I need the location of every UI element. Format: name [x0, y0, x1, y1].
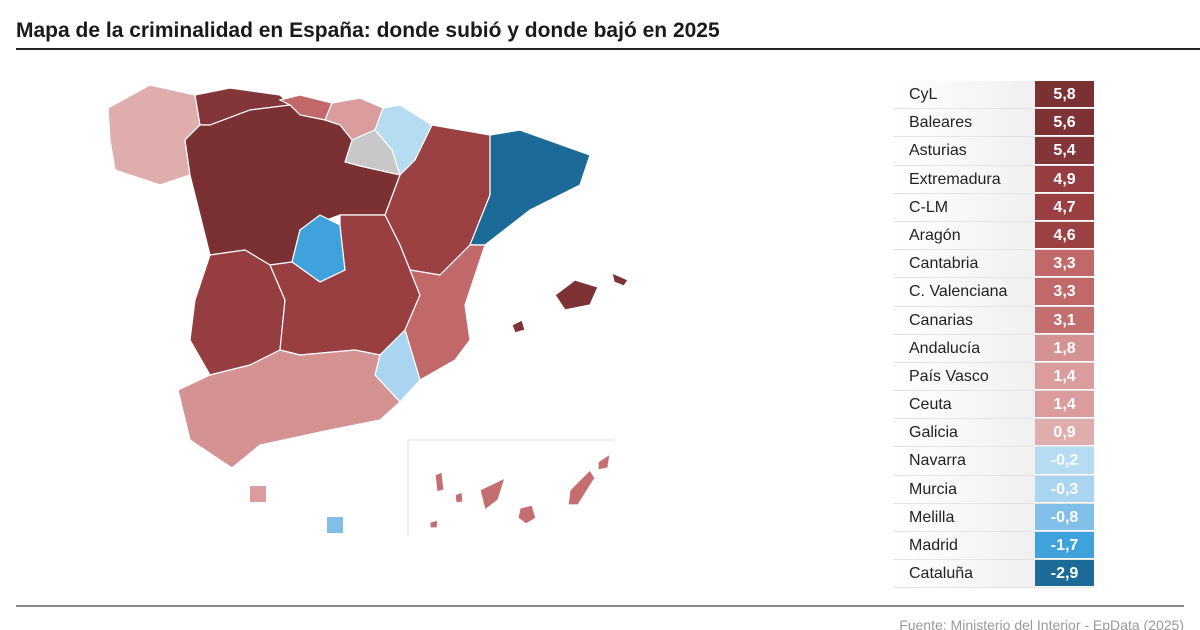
ranking-table: CyL 5,8 Baleares 5,6 Asturias 5,4 Extremadura 4… — [893, 81, 1094, 589]
region-galicia[interactable] — [107, 84, 201, 186]
region-name: Cataluña — [893, 560, 1036, 588]
region-value: 0,9 — [1035, 419, 1094, 447]
region-name: Extremadura — [893, 165, 1036, 193]
region-name: Andalucía — [893, 334, 1036, 362]
region-value: 4,9 — [1035, 165, 1094, 193]
spain-map — [107, 84, 629, 535]
region-canarias[interactable] — [429, 519, 439, 529]
region-name: Canarias — [893, 306, 1036, 334]
region-value: 1,4 — [1035, 391, 1094, 419]
divider — [16, 48, 1200, 50]
region-baleares-ibiza[interactable] — [511, 319, 526, 334]
region-name: País Vasco — [893, 362, 1036, 391]
table-row: Madrid -1,7 — [893, 532, 1094, 561]
region-canarias[interactable] — [434, 471, 445, 493]
region-baleares-menorca[interactable] — [611, 271, 629, 287]
table-row: Cataluña -2,9 — [893, 560, 1094, 589]
region-canarias[interactable] — [567, 469, 596, 506]
region-name: CyL — [893, 81, 1036, 109]
region-value: -1,7 — [1035, 532, 1094, 560]
table-row: Asturias 5,4 — [893, 137, 1094, 166]
region-name: Cantabria — [893, 250, 1036, 278]
page-title: Mapa de la criminalidad en España: donde… — [16, 19, 720, 42]
region-cataluna[interactable] — [469, 129, 591, 246]
region-name: C-LM — [893, 193, 1036, 221]
table-row: Extremadura 4,9 — [893, 165, 1094, 194]
region-name: C. Valenciana — [893, 278, 1036, 306]
region-melilla[interactable] — [327, 517, 343, 533]
region-baleares[interactable] — [554, 279, 599, 311]
region-name: Baleares — [893, 109, 1036, 137]
table-row: CyL 5,8 — [893, 81, 1094, 110]
region-name: Aragón — [893, 221, 1036, 250]
region-name: Navarra — [893, 447, 1036, 475]
table-row: Galicia 0,9 — [893, 419, 1094, 448]
region-value: 5,6 — [1035, 109, 1094, 137]
table-row: Canarias 3,1 — [893, 306, 1094, 335]
region-value: 4,6 — [1035, 221, 1094, 250]
table-row: Cantabria 3,3 — [893, 250, 1094, 279]
region-valenciana[interactable] — [404, 244, 486, 381]
region-value: -0,8 — [1035, 503, 1094, 531]
region-value: -0,2 — [1035, 447, 1094, 475]
region-ceuta[interactable] — [250, 486, 266, 502]
region-value: 3,3 — [1035, 250, 1094, 278]
table-row: Navarra -0,2 — [893, 447, 1094, 476]
region-value: -0,3 — [1035, 475, 1094, 503]
region-value: 1,8 — [1035, 334, 1094, 362]
table-row: C-LM 4,7 — [893, 193, 1094, 222]
table-row: Murcia -0,3 — [893, 475, 1094, 504]
table-row: Ceuta 1,4 — [893, 391, 1094, 420]
region-canarias[interactable] — [517, 504, 537, 525]
region-name: Galicia — [893, 419, 1036, 447]
region-name: Ceuta — [893, 391, 1036, 419]
table-row: Melilla -0,8 — [893, 503, 1094, 532]
region-name: Murcia — [893, 475, 1036, 503]
region-value: 3,3 — [1035, 278, 1094, 306]
table-row: Andalucía 1,8 — [893, 334, 1094, 363]
region-value: 3,1 — [1035, 306, 1094, 334]
region-name: Madrid — [893, 532, 1036, 560]
region-value: -2,9 — [1035, 560, 1094, 588]
region-canarias[interactable] — [454, 491, 464, 504]
region-andalucia[interactable] — [177, 349, 401, 469]
table-row: Baleares 5,6 — [893, 109, 1094, 138]
region-value: 4,7 — [1035, 193, 1094, 221]
region-value: 5,4 — [1035, 137, 1094, 165]
table-row: Aragón 4,6 — [893, 221, 1094, 251]
table-row: C. Valenciana 3,3 — [893, 278, 1094, 307]
table-row: País Vasco 1,4 — [893, 362, 1094, 392]
region-value: 1,4 — [1035, 362, 1094, 391]
region-name: Asturias — [893, 137, 1036, 165]
divider — [16, 605, 1184, 607]
source-note: Fuente: Ministerio del Interior - EpData… — [899, 617, 1184, 630]
region-canarias[interactable] — [479, 476, 506, 512]
region-canarias[interactable] — [597, 452, 611, 471]
region-value: 5,8 — [1035, 81, 1094, 109]
region-name: Melilla — [893, 503, 1036, 531]
